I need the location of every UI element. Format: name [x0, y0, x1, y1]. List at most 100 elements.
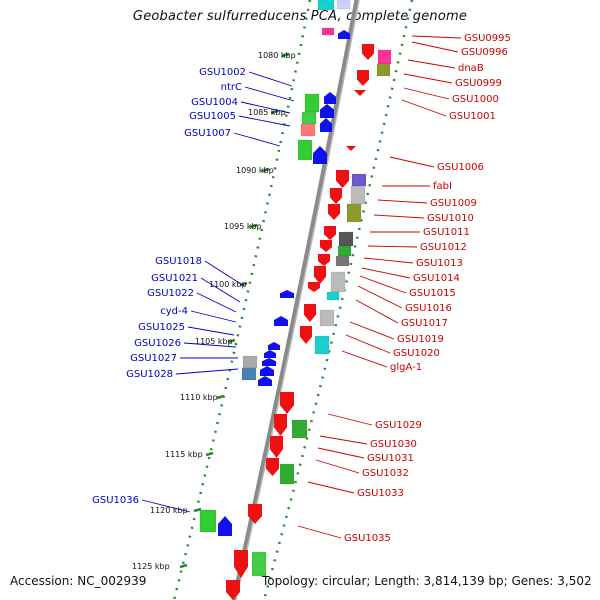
reverse-gene-arrow	[314, 266, 326, 284]
gene-block	[291, 419, 308, 439]
gene-label-GSU1000: GSU1000	[452, 94, 499, 105]
reverse-gene-arrow	[320, 240, 332, 252]
label-connector	[141, 499, 191, 513]
forward-gene-arrow	[324, 92, 336, 104]
label-connector	[407, 59, 456, 69]
topology-text: Topology: circular; Length: 3,814,139 bp…	[262, 574, 592, 588]
label-connector	[411, 41, 459, 53]
gene-block	[330, 271, 346, 293]
gene-block	[335, 255, 350, 267]
gene-block	[251, 551, 267, 577]
forward-gene-arrow	[320, 104, 334, 118]
label-connector	[175, 368, 239, 375]
label-connector	[238, 115, 291, 127]
reverse-gene-arrow	[266, 458, 279, 476]
label-connector	[373, 214, 425, 219]
gene-block	[199, 509, 217, 533]
reverse-gene-arrow	[318, 254, 330, 266]
scale-label: 1105 kbp	[195, 337, 233, 346]
scale-dotted-track	[172, 0, 312, 600]
label-connector	[341, 350, 388, 368]
gene-label-fabI: fabI	[433, 181, 452, 192]
gene-label-GSU0995: GSU0995	[464, 33, 511, 44]
gene-label-GSU1019: GSU1019	[397, 334, 444, 345]
scale-tick	[249, 223, 258, 229]
gene-label-GSU1014: GSU1014	[413, 273, 460, 284]
gene-label-GSU1025: GSU1025	[138, 322, 185, 333]
reverse-gene-labels: GSU0995 GSU0996 dnaB GSU0999 GSU1000 GSU…	[344, 33, 511, 544]
label-connector	[363, 257, 414, 264]
gene-label-GSU1026: GSU1026	[134, 338, 181, 349]
gene-block	[319, 309, 335, 327]
gene-label-GSU1028: GSU1028	[126, 369, 173, 380]
forward-gene-arrow	[274, 316, 288, 326]
gene-block	[314, 335, 330, 355]
scale-tick	[193, 507, 202, 513]
gene-label-GSU1012: GSU1012	[420, 242, 467, 253]
reverse-gene-arrow	[248, 504, 262, 524]
gene-block	[350, 185, 366, 205]
label-connector	[359, 275, 407, 294]
gene-label-GSU1036: GSU1036	[92, 495, 139, 506]
scale-track	[172, 0, 414, 600]
scale-tick	[281, 52, 290, 58]
scale-tick	[179, 563, 188, 569]
label-connector	[403, 87, 450, 100]
reverse-gene-arrow	[280, 392, 294, 414]
gene-label-dnaB: dnaB	[458, 63, 484, 74]
scale-label: 1120 kbp	[150, 506, 188, 515]
label-connector	[248, 71, 293, 87]
label-connector	[183, 342, 237, 348]
label-connector	[196, 292, 237, 313]
forward-gene-labels: GSU1002 ntrC GSU1004 GSU1005 GSU1007 GSU…	[92, 67, 246, 506]
gene-label-GSU1035: GSU1035	[344, 533, 391, 544]
reverse-gene-arrow	[270, 436, 283, 458]
gene-label-GSU1033: GSU1033	[357, 488, 404, 499]
gene-block	[336, 0, 351, 10]
scale-label: 1115 kbp	[165, 450, 203, 459]
label-connector	[297, 525, 342, 539]
label-connector	[327, 413, 373, 426]
scale-labels: 1080 kbp 1085 kbp 1090 kbp 1095 kbp 1100…	[132, 51, 296, 571]
reverse-gene-arrow	[346, 146, 356, 151]
gene-label-GSU1016: GSU1016	[405, 303, 452, 314]
gene-block	[346, 203, 362, 223]
scale-tick	[261, 167, 270, 173]
label-connector	[357, 285, 403, 309]
gene-block	[241, 367, 257, 381]
reverse-gene-arrow	[328, 204, 340, 220]
gene-label-GSU1021: GSU1021	[151, 273, 198, 284]
gene-label-GSU1022: GSU1022	[147, 288, 194, 299]
gene-label-GSU1011: GSU1011	[423, 227, 470, 238]
gene-label-cyd-4: cyd-4	[160, 306, 188, 317]
gene-label-GSU1009: GSU1009	[430, 198, 477, 209]
forward-gene-arrow	[280, 290, 294, 298]
gene-label-GSU1001: GSU1001	[449, 111, 496, 122]
gene-block	[297, 139, 313, 161]
gene-label-GSU1004: GSU1004	[191, 97, 238, 108]
gene-block	[376, 63, 391, 77]
gene-block	[242, 355, 258, 369]
label-connector	[355, 299, 399, 324]
gene-block	[377, 49, 392, 65]
reverse-gene-arrow	[300, 326, 312, 344]
label-connector	[307, 481, 355, 494]
scale-label: 1085 kbp	[248, 108, 286, 117]
gene-block	[317, 0, 335, 11]
gene-block	[321, 27, 335, 36]
label-connector	[345, 334, 391, 354]
forward-gene-arrow	[264, 350, 276, 358]
scale-label: 1080 kbp	[258, 51, 296, 60]
gene-label-GSU1032: GSU1032	[362, 468, 409, 479]
forward-gene-arrow	[262, 358, 276, 366]
reverse-gene-arrow	[308, 282, 320, 292]
forward-gene-arrow	[320, 118, 332, 132]
forward-gene-arrow	[218, 516, 232, 536]
label-connector	[403, 73, 453, 84]
gene-block	[338, 231, 354, 247]
label-connector	[204, 260, 245, 287]
scale-label: 1125 kbp	[132, 562, 170, 571]
gene-label-GSU0996: GSU0996	[461, 47, 508, 58]
reverse-gene-arrow	[354, 90, 366, 96]
